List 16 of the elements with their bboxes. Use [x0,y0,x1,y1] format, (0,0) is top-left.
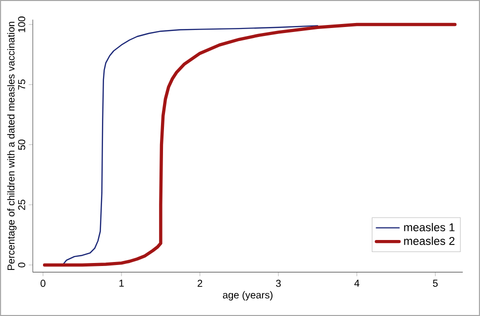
x-tick-label: 5 [432,280,438,287]
x-tick-label: 0 [40,280,46,287]
y-tick-label: 50 [18,140,26,150]
line-series [62,25,318,266]
y-axis-title: Percentage of children with a dated measles vaccination [7,22,17,270]
y-tick-label: 25 [18,200,26,210]
legend-label: measles 1 [404,222,454,232]
x-axis-title: age (years) [222,291,272,300]
x-tick-label: 2 [198,280,202,287]
legend-label: measles 2 [404,236,454,245]
y-tick-label: 0 [18,262,26,268]
y-tick-label: 100 [18,16,26,32]
x-tick-label: 4 [354,280,360,287]
y-tick-label: 75 [18,79,26,90]
x-tick-label: 3 [276,280,281,287]
x-tick-label: 1 [119,280,124,287]
